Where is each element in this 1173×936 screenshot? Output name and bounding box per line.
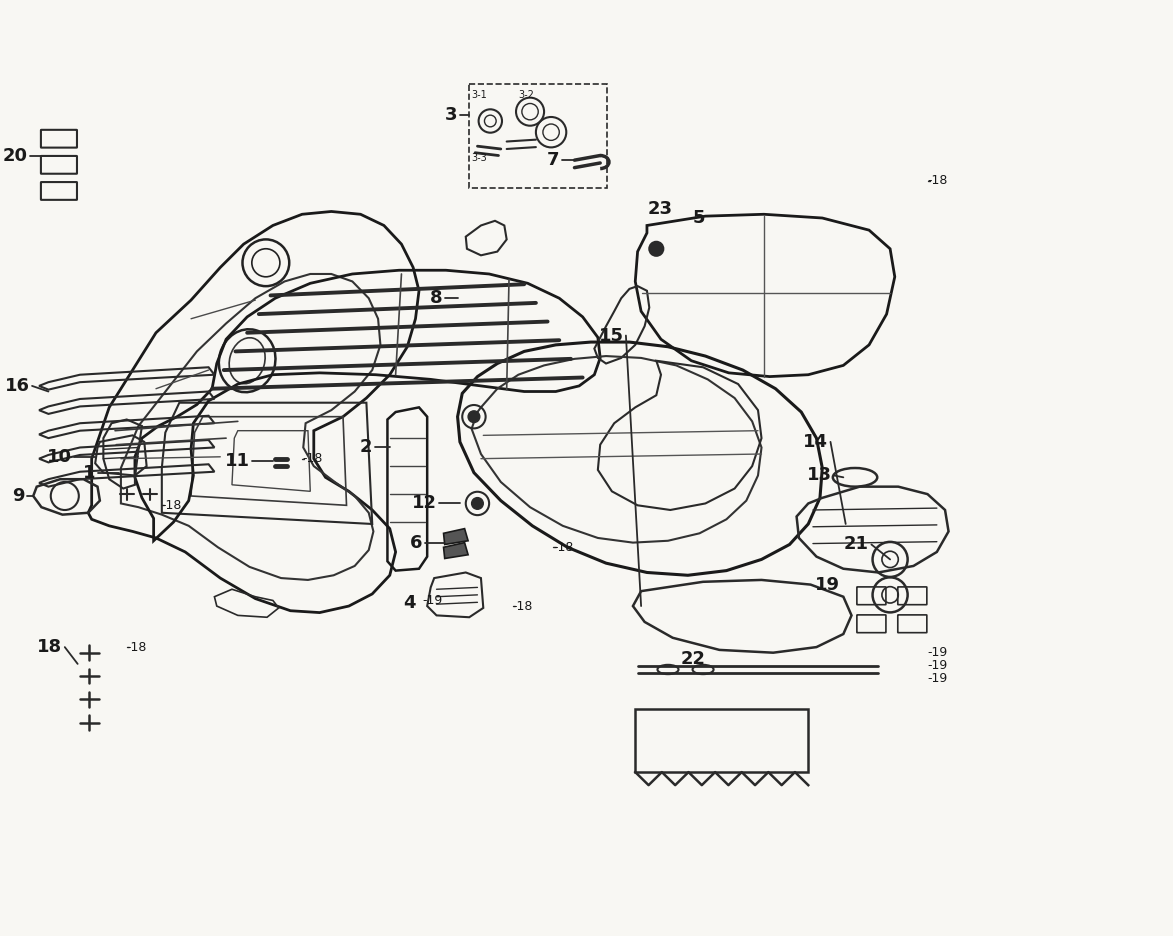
Text: 14: 14 bbox=[804, 432, 828, 451]
Text: 4: 4 bbox=[404, 594, 415, 612]
Text: 18: 18 bbox=[38, 638, 62, 656]
Circle shape bbox=[650, 241, 663, 256]
Polygon shape bbox=[443, 543, 468, 559]
Polygon shape bbox=[443, 529, 468, 545]
Text: 15: 15 bbox=[598, 327, 624, 344]
Text: 11: 11 bbox=[224, 451, 250, 470]
Text: 2: 2 bbox=[360, 438, 372, 457]
Text: 8: 8 bbox=[429, 289, 442, 307]
Text: -18: -18 bbox=[554, 541, 574, 554]
Text: 3-2: 3-2 bbox=[518, 90, 534, 100]
Text: -19: -19 bbox=[928, 659, 948, 672]
Text: 3: 3 bbox=[445, 107, 457, 124]
Text: 10: 10 bbox=[47, 447, 72, 466]
Text: 23: 23 bbox=[647, 199, 672, 218]
Text: -19: -19 bbox=[422, 594, 442, 607]
Circle shape bbox=[468, 411, 480, 422]
Text: -18: -18 bbox=[513, 600, 533, 612]
Text: 22: 22 bbox=[680, 651, 705, 668]
Text: -18: -18 bbox=[928, 174, 948, 187]
Text: -18: -18 bbox=[162, 499, 182, 512]
Text: 19: 19 bbox=[815, 576, 840, 593]
Text: -19: -19 bbox=[928, 672, 948, 685]
Text: -19: -19 bbox=[928, 646, 948, 659]
Bar bbox=[636, 709, 808, 772]
Text: 12: 12 bbox=[412, 494, 436, 512]
Text: 3-1: 3-1 bbox=[472, 90, 487, 100]
Circle shape bbox=[472, 498, 483, 509]
Text: 13: 13 bbox=[807, 466, 832, 485]
Text: 1: 1 bbox=[82, 463, 95, 482]
Text: 9: 9 bbox=[13, 487, 25, 505]
Bar bbox=[469, 83, 608, 188]
Text: 7: 7 bbox=[547, 152, 560, 169]
Text: 16: 16 bbox=[5, 377, 29, 395]
Text: 20: 20 bbox=[2, 147, 27, 165]
Text: -18: -18 bbox=[303, 452, 323, 465]
Text: 21: 21 bbox=[845, 535, 869, 553]
Text: 5: 5 bbox=[693, 209, 705, 227]
Text: 3-3: 3-3 bbox=[472, 154, 487, 163]
Text: 6: 6 bbox=[411, 534, 422, 551]
Text: -18: -18 bbox=[127, 640, 147, 653]
